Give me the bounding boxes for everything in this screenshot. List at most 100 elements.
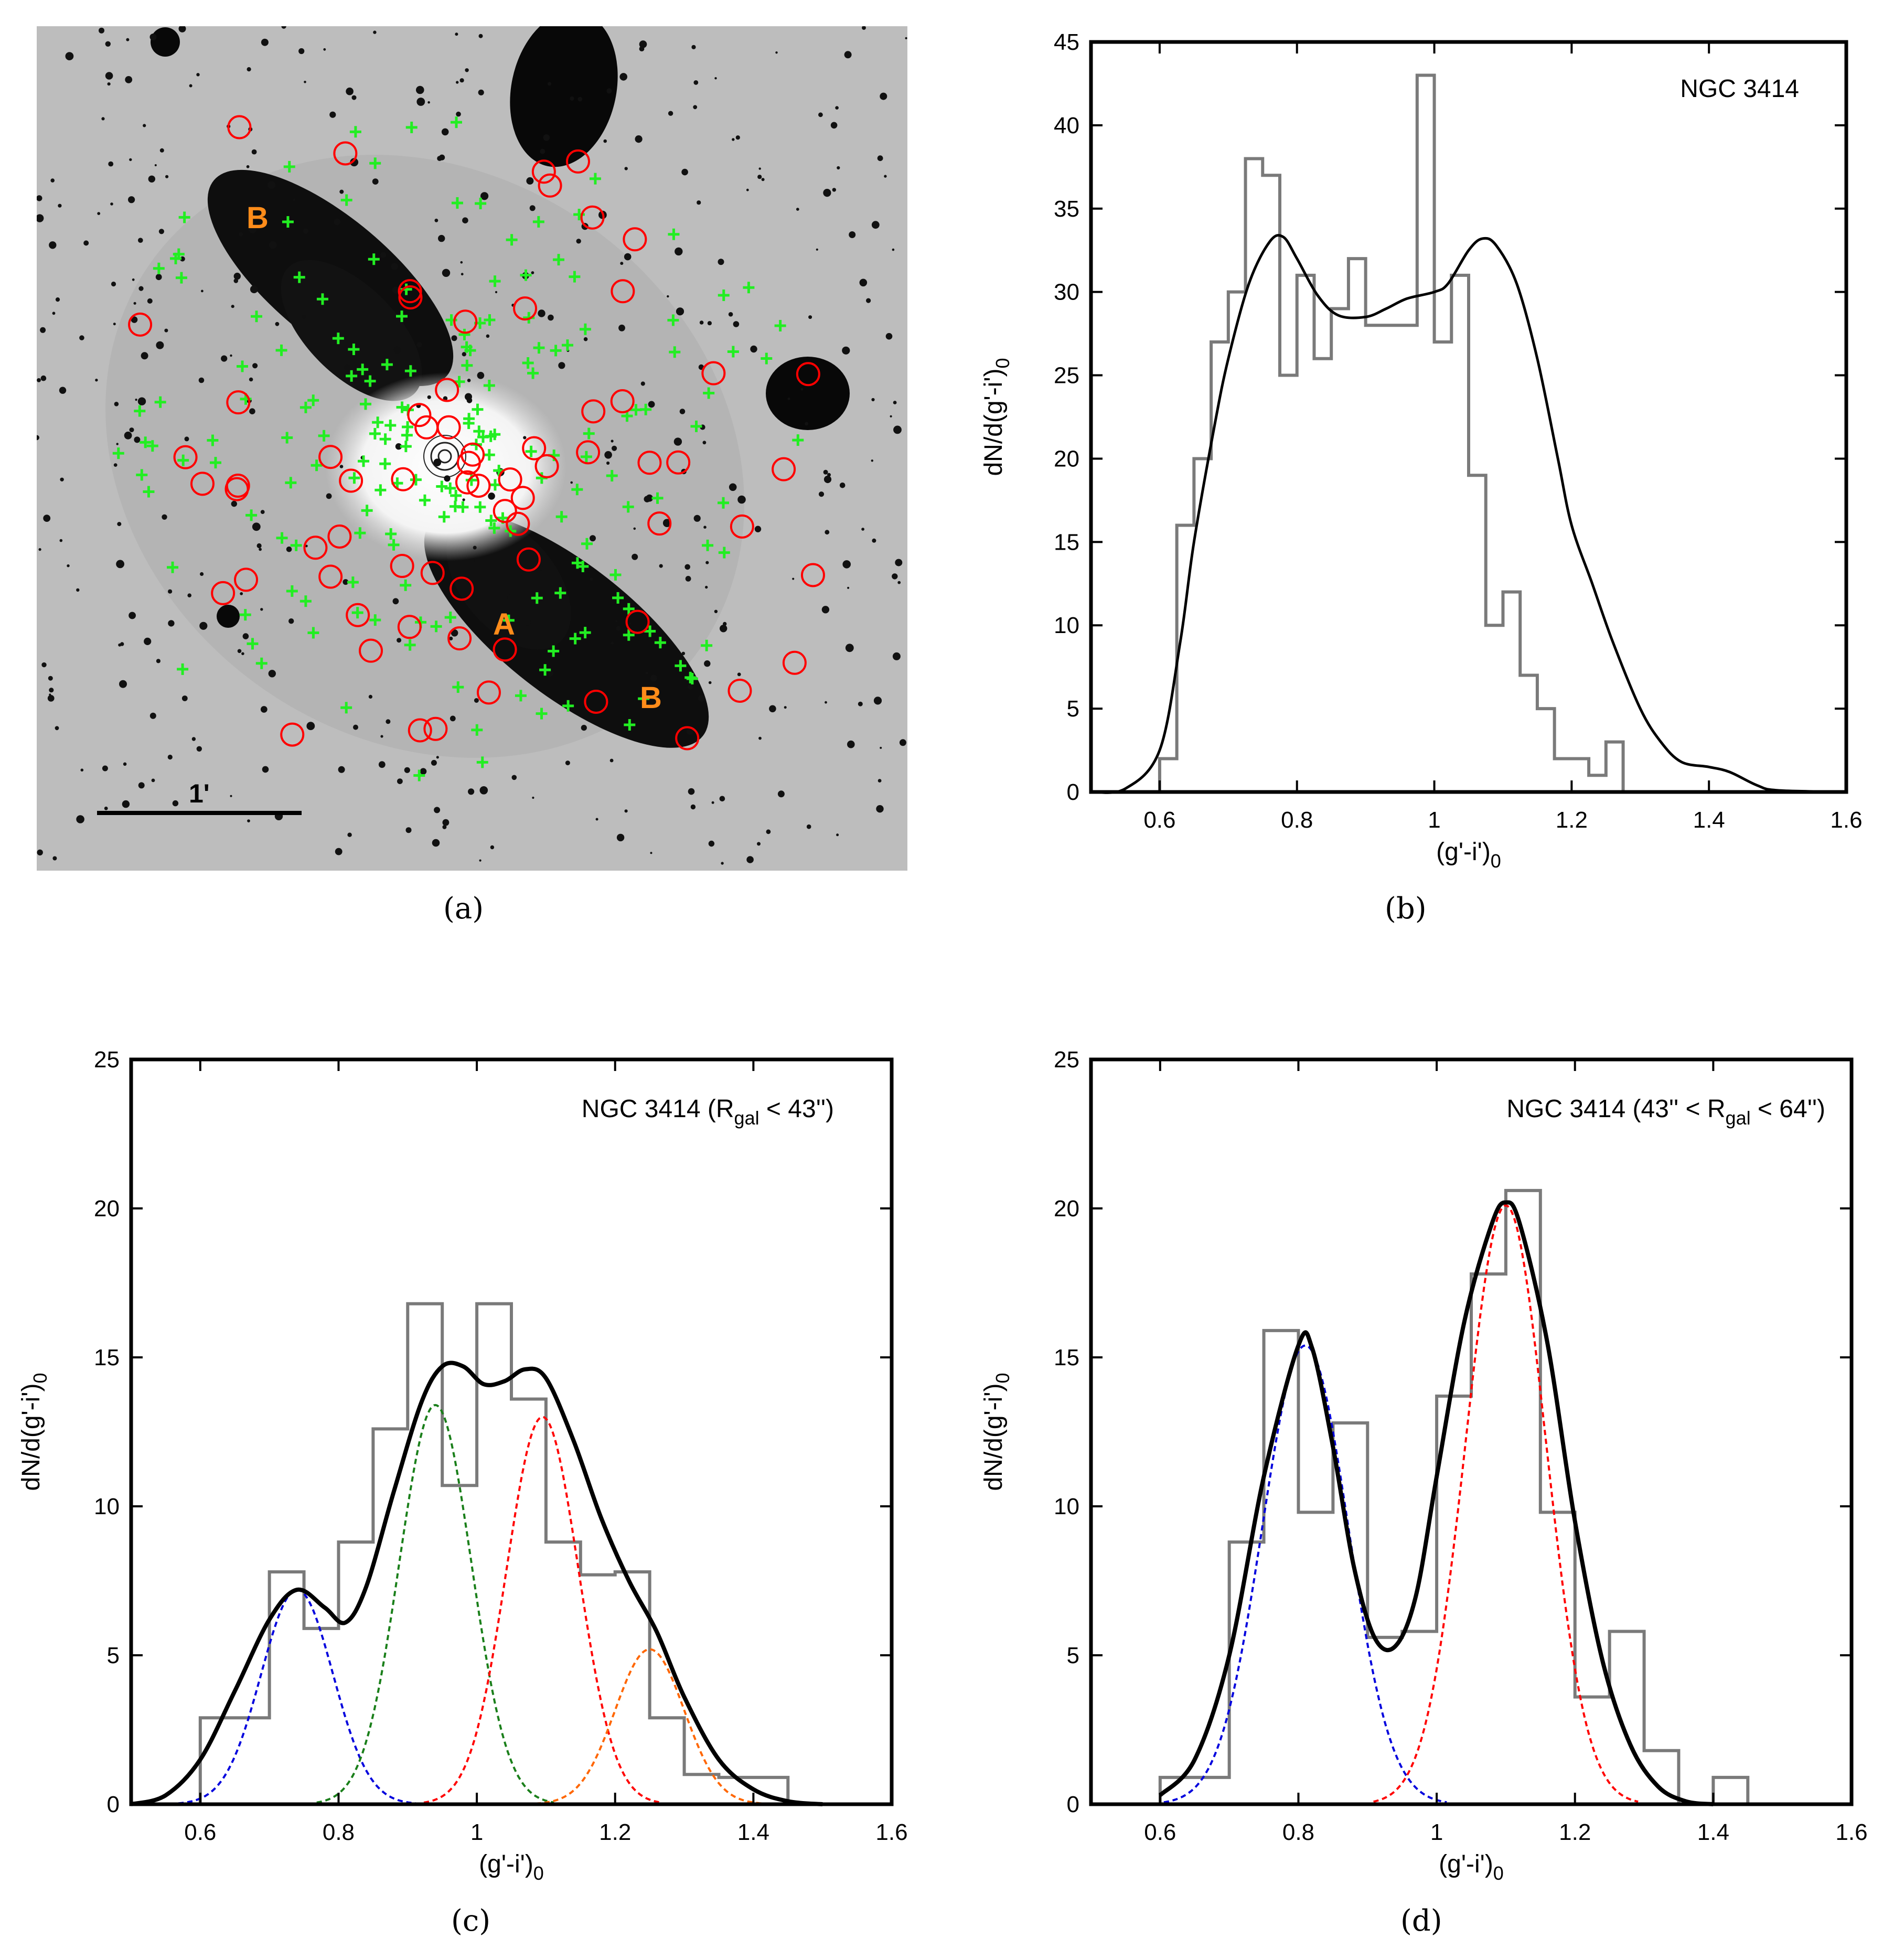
gaussian-red (1373, 1204, 1639, 1803)
star (444, 475, 451, 482)
x-tick-label: 1 (1428, 807, 1440, 833)
star (43, 515, 51, 522)
star (144, 637, 152, 645)
cross-marker (444, 612, 456, 624)
star (149, 712, 156, 719)
star (154, 164, 157, 166)
star (698, 695, 705, 702)
star (111, 281, 116, 287)
circle-marker (800, 563, 825, 587)
cross-marker (579, 323, 591, 335)
star (65, 52, 74, 60)
star (885, 333, 893, 340)
cross-marker (527, 367, 539, 379)
star (442, 269, 451, 277)
x-tick-label: 1.6 (875, 1819, 907, 1845)
star (391, 263, 398, 270)
star (684, 564, 690, 570)
star (871, 398, 875, 402)
cross-marker (792, 434, 804, 446)
circle-marker (610, 389, 635, 414)
circle-marker (493, 637, 517, 662)
star (704, 660, 711, 667)
star (247, 67, 251, 72)
star (565, 761, 570, 766)
background-stars (34, 24, 907, 865)
star (434, 807, 441, 813)
star (416, 342, 422, 348)
star (635, 135, 643, 143)
cross-marker (134, 405, 146, 417)
cross-marker (702, 539, 714, 551)
star (707, 321, 712, 326)
star (616, 833, 625, 842)
cross-marker (475, 197, 487, 209)
cross-marker (533, 342, 545, 354)
star (48, 676, 53, 681)
x-tick-label: 1 (470, 1819, 483, 1845)
star (138, 238, 143, 243)
y-tick-label: 5 (107, 1643, 120, 1668)
star (847, 586, 850, 589)
star (675, 247, 683, 256)
x-tick-label: 1.6 (1830, 807, 1862, 833)
cross-marker (369, 614, 381, 626)
circle-marker (637, 451, 662, 475)
cross-marker (553, 254, 565, 266)
star (693, 80, 699, 85)
cross-marker (210, 457, 222, 469)
star (547, 670, 553, 677)
star (239, 232, 243, 237)
star (172, 800, 179, 807)
star (397, 778, 403, 784)
star (38, 548, 41, 551)
bright-star (217, 605, 240, 628)
circle-marker (666, 450, 691, 475)
x-tick-label: 0.8 (323, 1819, 355, 1845)
star (818, 112, 823, 117)
star (472, 559, 475, 562)
star (688, 684, 693, 690)
cross-marker (178, 211, 190, 223)
y-tick-label: 10 (94, 1494, 120, 1519)
star (897, 581, 901, 584)
star (164, 328, 168, 333)
star (746, 188, 749, 191)
circle-marker (339, 468, 363, 493)
star (711, 801, 714, 804)
cross-marker (404, 639, 416, 651)
star (269, 241, 277, 249)
star (156, 341, 164, 349)
cross-marker (153, 262, 165, 274)
star (737, 672, 741, 677)
cross-marker (282, 216, 294, 228)
star (339, 465, 344, 468)
star (737, 495, 746, 504)
star (667, 295, 669, 298)
star (769, 705, 776, 713)
star (434, 218, 438, 222)
star (397, 638, 402, 643)
chart-panel-c: 0.6 0.8 1 1.2 1.4 1.6 0 5 10 15 20 25 (g'-i')0 dN/d(g… (0, 1028, 923, 1914)
x-tick-label: 1.4 (1693, 807, 1725, 833)
y-tick-label: 5 (1067, 1643, 1079, 1668)
cross-marker (276, 532, 288, 544)
chart-panel-b: 0.6 0.8 1 1.2 1.4 1.6 0 5 10 15 20 25 30 35 40 45 (g'-i'… (970, 26, 1863, 918)
cross-marker (400, 579, 412, 591)
star (681, 651, 686, 656)
gaussian-green (316, 1404, 554, 1804)
star (268, 670, 276, 678)
star (120, 642, 124, 646)
y-axis-label: dN/d(g'-i')0 (980, 358, 1013, 476)
star (99, 27, 104, 34)
star (237, 649, 242, 654)
cross-marker (143, 486, 155, 498)
star (40, 375, 47, 381)
cross-marker (167, 561, 179, 573)
star (836, 833, 839, 837)
cross-marker (385, 528, 397, 540)
cross-marker (318, 430, 330, 442)
cross-marker (340, 702, 352, 714)
star (697, 200, 701, 205)
star (754, 526, 762, 532)
